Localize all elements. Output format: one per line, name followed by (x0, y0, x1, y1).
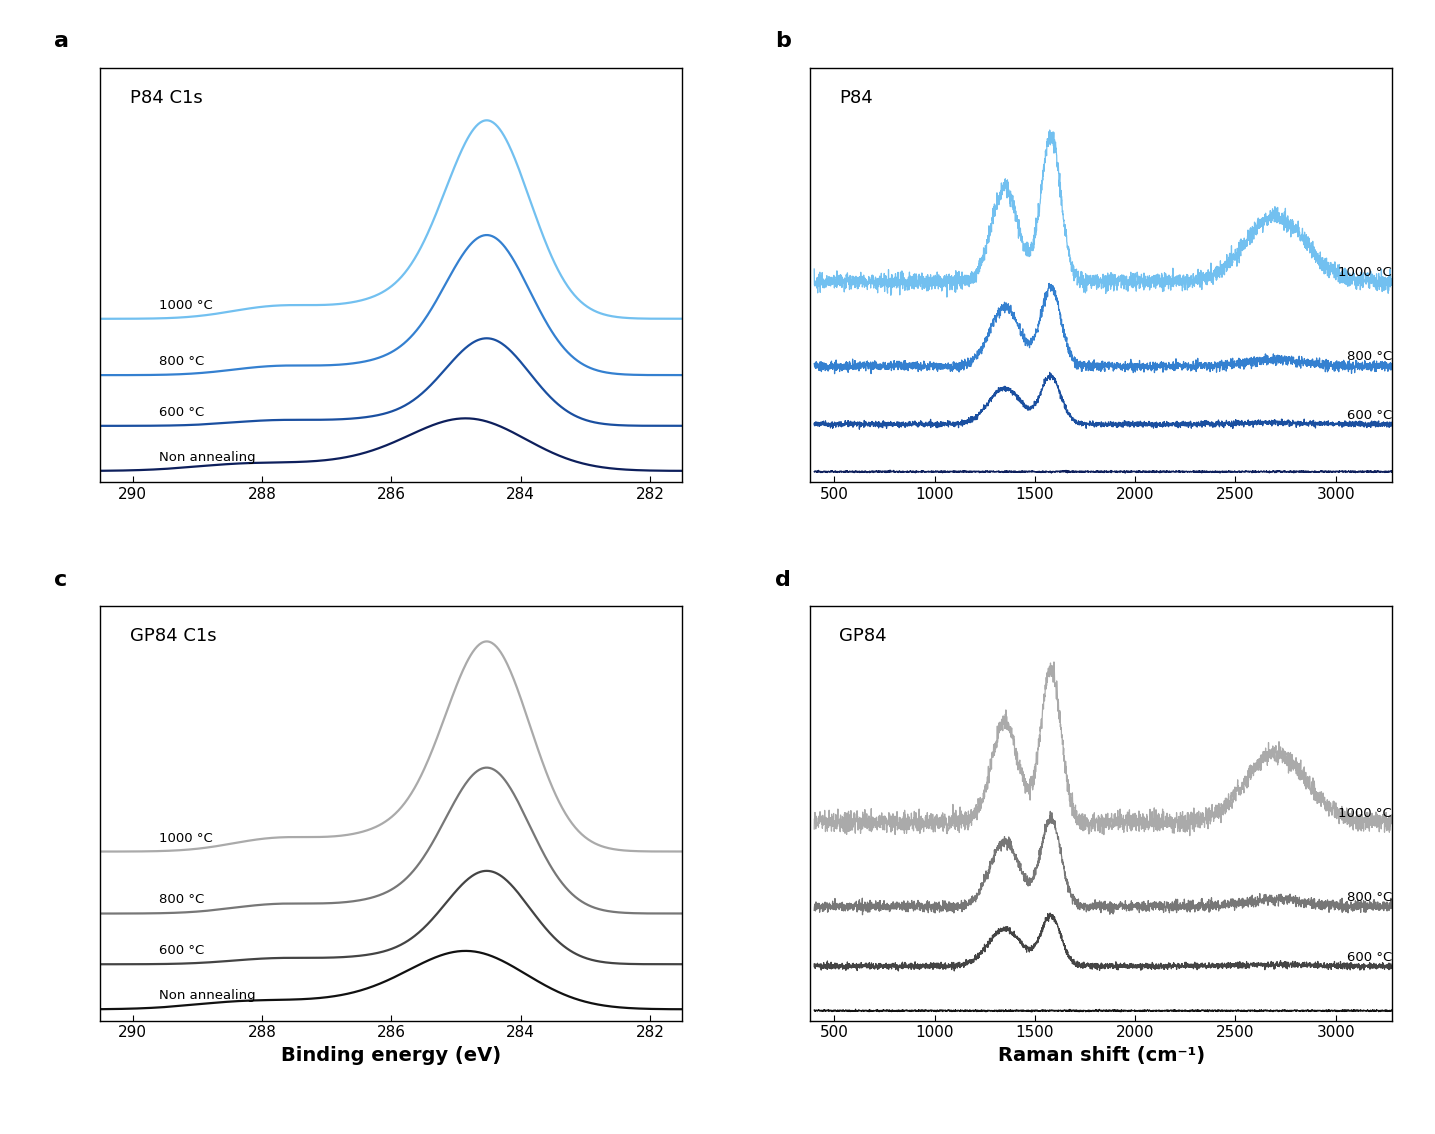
Text: 600 °C: 600 °C (159, 406, 204, 418)
Text: Non annealing: Non annealing (159, 989, 255, 1002)
Text: GP84: GP84 (839, 627, 887, 645)
X-axis label: Raman shift (cm⁻¹): Raman shift (cm⁻¹) (997, 1046, 1204, 1065)
Text: c: c (55, 570, 67, 590)
Text: Non annealing: Non annealing (159, 451, 255, 464)
Text: 600 °C: 600 °C (1346, 950, 1392, 964)
Text: P84 C1s: P84 C1s (129, 88, 202, 107)
X-axis label: Binding energy (eV): Binding energy (eV) (281, 1046, 501, 1065)
Text: 800 °C: 800 °C (159, 894, 204, 906)
Text: 800 °C: 800 °C (159, 355, 204, 369)
Text: b: b (775, 32, 791, 51)
Text: GP84 C1s: GP84 C1s (129, 627, 217, 645)
Text: 600 °C: 600 °C (1346, 408, 1392, 422)
Text: P84: P84 (839, 88, 872, 107)
Text: a: a (55, 32, 69, 51)
Text: 800 °C: 800 °C (1346, 891, 1392, 904)
Text: 800 °C: 800 °C (1346, 350, 1392, 364)
Text: d: d (775, 570, 791, 590)
Text: 1000 °C: 1000 °C (159, 831, 212, 845)
Text: 1000 °C: 1000 °C (1339, 806, 1392, 820)
Text: 1000 °C: 1000 °C (1339, 266, 1392, 279)
Text: 1000 °C: 1000 °C (159, 298, 212, 312)
Text: 600 °C: 600 °C (159, 945, 204, 957)
